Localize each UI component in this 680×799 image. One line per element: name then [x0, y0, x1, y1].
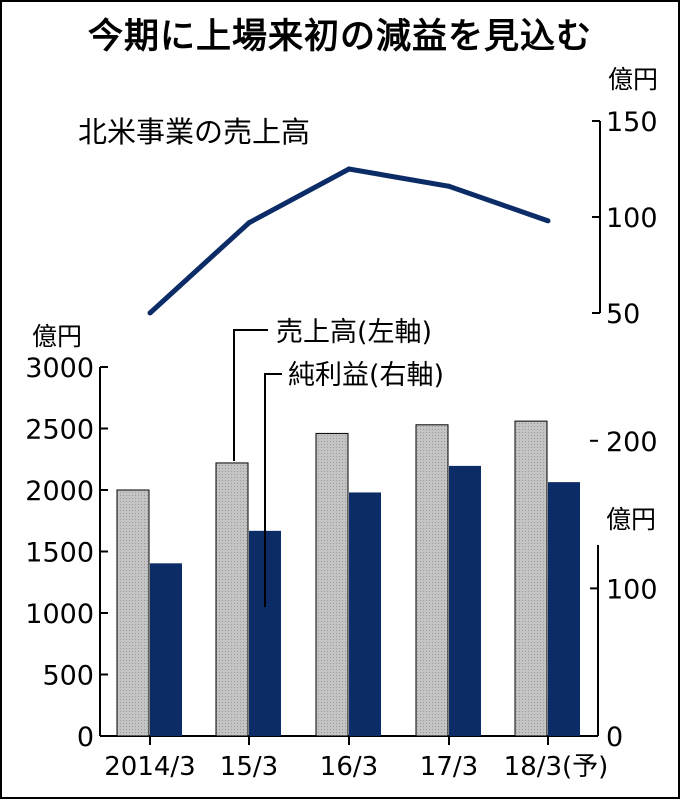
left-axis-tick-label: 1000	[25, 599, 94, 630]
page-title: 今期に上場来初の減益を見込む	[87, 17, 592, 57]
bar-sales	[415, 424, 449, 737]
line-axis-tick-label: 150	[606, 107, 658, 138]
left-axis-unit: 億円	[32, 322, 82, 351]
legend-net-profit: 純利益(右軸)	[288, 360, 444, 391]
line-axis-tick-label: 50	[606, 299, 640, 330]
left-axis-tick-label: 0	[77, 722, 94, 753]
left-axis-tick-label: 1500	[25, 538, 94, 569]
left-axis-tick-label: 3000	[25, 353, 94, 384]
x-axis-tick-label: 15/3	[220, 752, 278, 782]
left-axis-tick-label: 2000	[25, 476, 94, 507]
line-axis-unit: 億円	[608, 65, 658, 94]
line-point	[147, 310, 153, 316]
bar-sales	[514, 420, 548, 737]
line-point	[246, 220, 252, 226]
x-axis-tick-label: 16/3	[320, 752, 378, 782]
legend-leader-sales	[233, 329, 268, 461]
bar-sales	[215, 462, 249, 737]
left-axis-tick-label: 500	[42, 661, 94, 692]
x-axis-tick-label: 17/3	[420, 752, 478, 782]
line-point	[446, 183, 452, 189]
bar-sales	[315, 432, 349, 737]
bar-net-profit	[548, 482, 580, 736]
line-point	[545, 218, 551, 224]
right-axis-tick-label: 200	[606, 427, 658, 458]
right-axis-unit: 億円	[606, 505, 656, 534]
line-axis-tick-label: 100	[606, 203, 658, 234]
line-chart-title: 北米事業の売上高	[78, 115, 310, 149]
right-axis-tick-label: 100	[606, 574, 658, 605]
bar-sales	[116, 489, 150, 737]
line-series-north-america-sales	[148, 166, 549, 315]
bar-net-profit	[150, 563, 182, 736]
x-axis-tick-label: 2014/3	[104, 752, 195, 782]
x-axis-tick-label: 18/3(予)	[504, 752, 609, 782]
right-axis-tick-label: 0	[606, 722, 623, 753]
bar-net-profit	[449, 465, 481, 736]
legend-leader-profit	[264, 373, 282, 607]
line-point	[346, 166, 352, 172]
bar-net-profit	[349, 492, 381, 736]
legend-sales: 売上高(左軸)	[276, 317, 432, 348]
left-axis-tick-label: 2500	[25, 415, 94, 446]
